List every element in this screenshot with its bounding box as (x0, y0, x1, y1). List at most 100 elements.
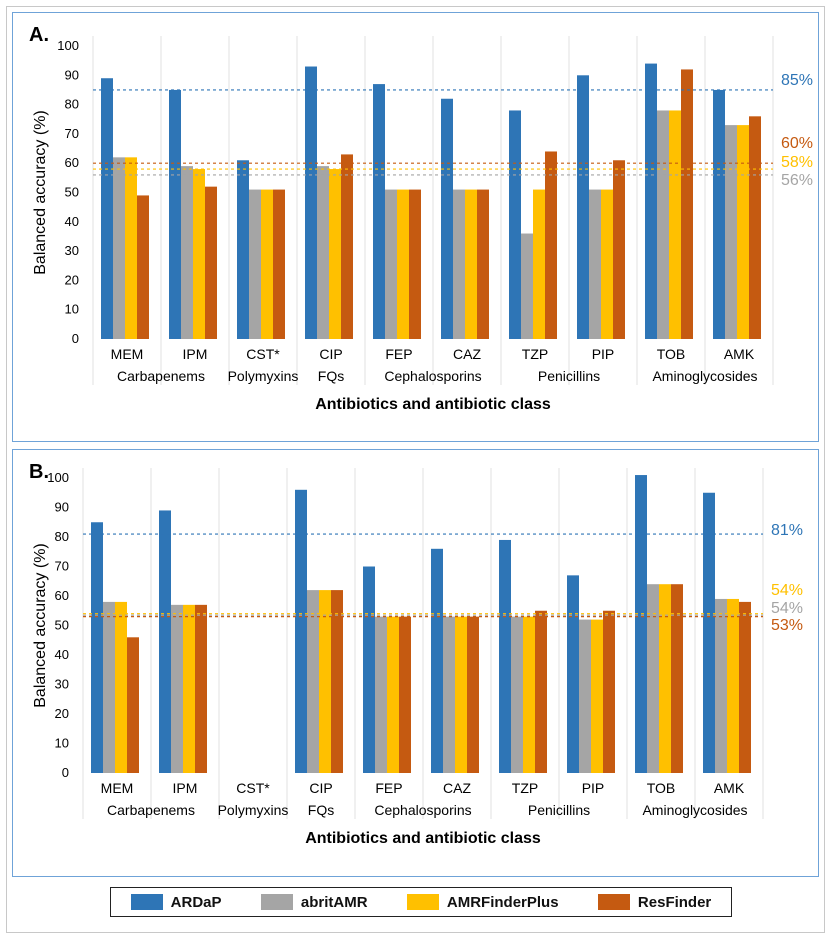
y-tick-label: 100 (57, 38, 79, 53)
bar-resfinder-ipm (195, 604, 207, 773)
x-tick-label-tob: TOB (657, 346, 686, 362)
bar-abritamr-tzp (521, 233, 533, 339)
x-axis-title: Antibiotics and antibiotic class (305, 830, 541, 847)
bar-abritamr-fep (385, 189, 397, 339)
y-tick-label: 10 (65, 302, 79, 317)
y-axis-label: Balanced accuracy (%) (32, 110, 49, 275)
bar-ardap-cip (305, 66, 317, 339)
bar-amrfinderplus-amk (727, 598, 739, 773)
x-tick-label-fep: FEP (375, 780, 402, 796)
bar-ardap-tob (645, 63, 657, 340)
bar-abritamr-caz (443, 616, 455, 773)
bar-amrfinderplus-mem (115, 601, 127, 773)
class-label-cephalosporins: Cephalosporins (374, 802, 471, 818)
bar-abritamr-mem (113, 157, 125, 339)
bar-amrfinderplus-tzp (523, 616, 535, 773)
class-label-fqs: FQs (318, 368, 344, 384)
bar-ardap-ipm (169, 89, 181, 339)
bar-abritamr-amk (725, 125, 737, 339)
chart-a: A. 0 10 20 30 40 50 60 70 80 90 100 Balanced accurac… (29, 24, 813, 413)
bar-amrfinderplus-ipm (193, 169, 205, 339)
y-axis-label: Balanced accuracy (%) (32, 543, 49, 708)
legend-item-resfinder: ResFinder (597, 893, 712, 911)
bar-resfinder-caz (467, 616, 479, 773)
reference-label-ardap: 85% (781, 72, 813, 89)
bar-abritamr-pip (589, 189, 601, 339)
reference-label-abritamr: 56% (781, 172, 813, 189)
bar-abritamr-cip (307, 590, 319, 773)
bar-resfinder-fep (399, 616, 411, 773)
class-label-carbapenems: Carbapenems (107, 802, 195, 818)
reference-label-resfinder: 60% (781, 135, 813, 152)
class-label-penicillins: Penicillins (528, 802, 590, 818)
bar-resfinder-mem (137, 195, 149, 339)
bar-ardap-pip (567, 575, 579, 773)
bar-ardap-cst (237, 160, 249, 339)
x-tick-label-cip: CIP (319, 346, 342, 362)
reference-label-resfinder: 53% (771, 617, 803, 634)
bar-resfinder-caz (477, 189, 489, 339)
y-tick-label: 10 (55, 736, 69, 751)
y-tick-label: 100 (47, 470, 69, 485)
chart-b: B. 0 10 20 30 40 50 60 70 80 90 100 Balanced accurac… (29, 461, 803, 847)
x-tick-label-pip: PIP (592, 346, 615, 362)
bar-resfinder-tzp (545, 151, 557, 339)
class-label-penicillins: Penicillins (538, 368, 600, 384)
y-tick-label: 50 (55, 618, 69, 633)
legend: ARDaP abritAMR AMRFinderPlus ResFinder (110, 887, 732, 917)
panel-a: A. 0 10 20 30 40 50 60 70 80 90 100 Balanced accurac… (12, 12, 819, 442)
class-label-carbapenems: Carbapenems (117, 368, 205, 384)
bar-amrfinderplus-cip (329, 169, 341, 339)
legend-item-abritamr: abritAMR (260, 894, 368, 911)
class-label-aminoglycosides: Aminoglycosides (642, 802, 747, 818)
legend-label-ardap: ARDaP (170, 893, 222, 911)
x-tick-label-cst: CST* (236, 780, 270, 796)
bar-amrfinderplus-mem (125, 157, 137, 339)
bar-ardap-cip (295, 489, 307, 773)
bar-resfinder-amk (739, 601, 751, 773)
y-tick-label: 50 (65, 185, 79, 200)
bar-resfinder-fep (409, 189, 421, 339)
y-tick-label: 90 (65, 67, 79, 82)
class-label-fqs: FQs (308, 802, 334, 818)
bar-ardap-amk (703, 492, 715, 773)
bar-resfinder-tob (681, 69, 693, 339)
bar-ardap-fep (373, 84, 385, 339)
bar-resfinder-pip (603, 610, 615, 773)
class-label-polymyxins: Polymyxins (218, 802, 289, 818)
bar-abritamr-tob (647, 584, 659, 773)
bar-resfinder-cst (273, 189, 285, 339)
bar-ardap-mem (91, 522, 103, 773)
x-tick-label-ipm: IPM (173, 780, 198, 796)
legend-item-ardap: ARDaP (130, 893, 222, 911)
y-tick-label: 70 (55, 559, 69, 574)
bar-amrfinderplus-caz (465, 189, 477, 339)
panel-label-a: A. (29, 24, 49, 46)
x-axis-title: Antibiotics and antibiotic class (315, 396, 551, 413)
x-tick-label-fep: FEP (385, 346, 412, 362)
class-label-polymyxins: Polymyxins (228, 368, 299, 384)
bar-resfinder-tzp (535, 610, 547, 773)
class-label-aminoglycosides: Aminoglycosides (652, 368, 757, 384)
figure-frame (6, 6, 825, 933)
bar-abritamr-cip (317, 166, 329, 339)
bar-resfinder-tob (671, 584, 683, 773)
bar-amrfinderplus-cip (319, 590, 331, 773)
legend-swatch-ardap (130, 894, 163, 910)
bar-amrfinderplus-pip (591, 619, 603, 773)
bar-ardap-fep (363, 566, 375, 773)
panel-b: B. 0 10 20 30 40 50 60 70 80 90 100 Balanced accurac… (12, 449, 819, 877)
x-tick-label-amk: AMK (724, 346, 755, 362)
legend-label-resfinder: ResFinder (637, 893, 712, 911)
y-tick-label: 40 (65, 214, 79, 229)
bar-resfinder-mem (127, 637, 139, 773)
y-tick-label: 20 (65, 272, 79, 287)
bar-amrfinderplus-tob (669, 110, 681, 340)
reference-label-amrfinderplus: 54% (771, 582, 803, 599)
x-tick-label-cst: CST* (246, 346, 280, 362)
x-tick-label-cip: CIP (309, 780, 332, 796)
y-tick-label: 70 (65, 126, 79, 141)
bar-abritamr-tob (657, 110, 669, 340)
y-tick-label: 0 (62, 765, 69, 780)
y-tick-label: 80 (55, 529, 69, 544)
